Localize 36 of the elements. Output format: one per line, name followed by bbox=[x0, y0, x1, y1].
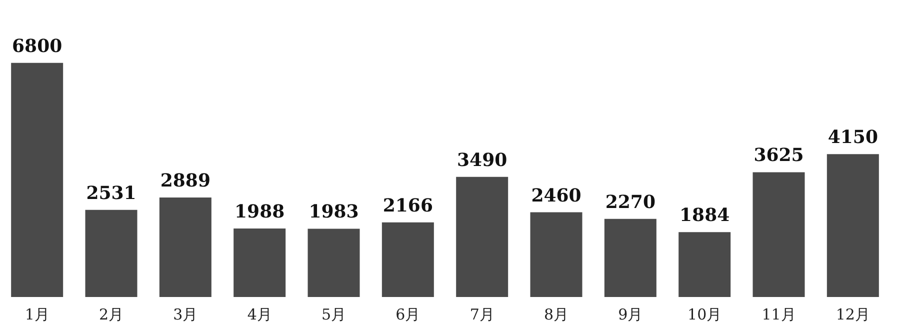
data-label: 2531 bbox=[86, 182, 136, 204]
x-tick-label: 5月 bbox=[321, 306, 346, 324]
x-tick-label: 12月 bbox=[836, 306, 870, 324]
x-tick-label: 9月 bbox=[618, 306, 643, 324]
data-label: 2460 bbox=[531, 185, 582, 206]
bar bbox=[678, 232, 731, 297]
data-label: 4150 bbox=[828, 127, 878, 148]
bar bbox=[826, 154, 879, 297]
bar bbox=[11, 62, 64, 297]
x-tick-label: 6月 bbox=[396, 306, 420, 324]
data-label: 1983 bbox=[308, 202, 359, 223]
x-tick-label: 3月 bbox=[173, 306, 198, 324]
bar bbox=[234, 228, 286, 297]
data-label: 2889 bbox=[160, 170, 210, 192]
bar bbox=[604, 218, 656, 297]
data-label: 3490 bbox=[457, 150, 508, 171]
x-tick-label: 10月 bbox=[688, 306, 722, 324]
bar bbox=[308, 228, 360, 297]
bar bbox=[530, 212, 582, 297]
data-label: 6800 bbox=[12, 36, 62, 57]
data-label: 1988 bbox=[234, 202, 285, 223]
bar bbox=[752, 172, 805, 297]
x-tick-label: 8月 bbox=[544, 306, 569, 324]
data-label: 2166 bbox=[382, 195, 433, 216]
data-label: 2270 bbox=[605, 192, 656, 213]
bar bbox=[382, 222, 434, 297]
bar bbox=[85, 210, 138, 297]
data-label: 3625 bbox=[754, 145, 804, 166]
x-tick-label: 11月 bbox=[762, 306, 796, 324]
x-tick-label: 2月 bbox=[98, 306, 124, 324]
x-tick-label: 7月 bbox=[470, 306, 494, 324]
x-tick-label: 1月 bbox=[24, 306, 50, 324]
data-label: 1884 bbox=[680, 205, 730, 226]
bar bbox=[456, 176, 508, 297]
x-tick-label: 4月 bbox=[247, 306, 272, 324]
bar bbox=[159, 198, 212, 297]
